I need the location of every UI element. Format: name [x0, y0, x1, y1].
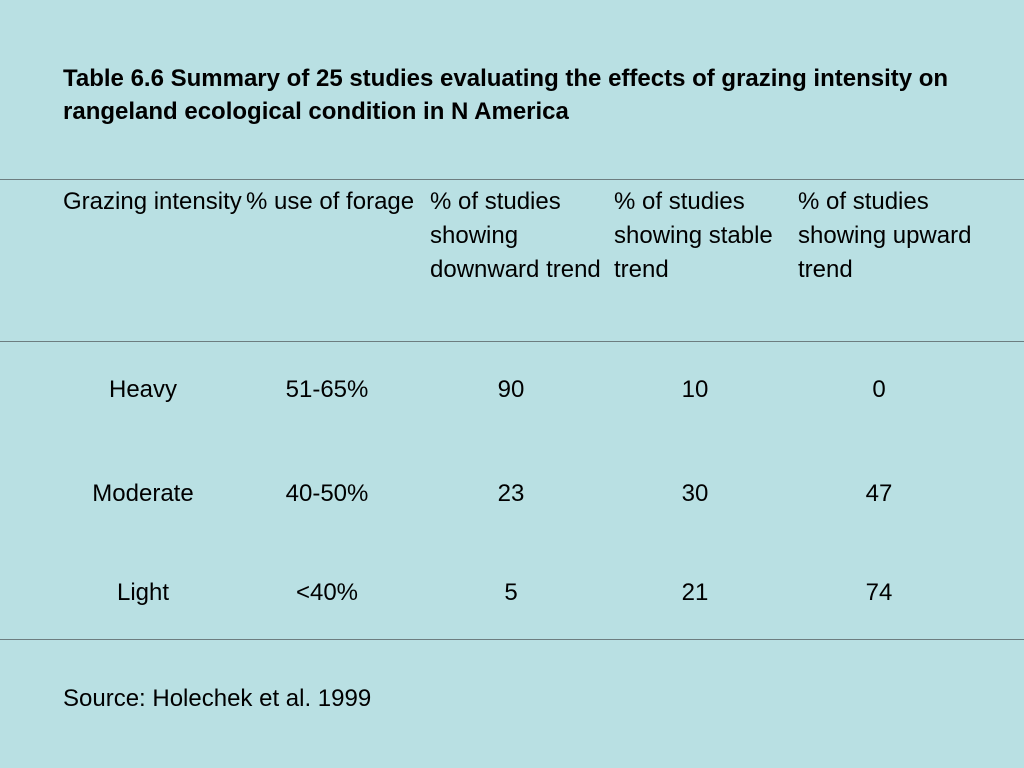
- table-cell: 74: [865, 579, 893, 606]
- table-cell: Moderate: [92, 480, 194, 507]
- table-cell: 47: [865, 480, 893, 507]
- column-header-forage-use: % use of forage: [246, 188, 415, 215]
- table-cell: <40%: [295, 579, 359, 606]
- table-cell: 5: [504, 579, 518, 606]
- table-cell: 40-50%: [285, 480, 369, 507]
- table-cell: 30: [681, 480, 709, 507]
- column-header-upward-trend: % of studies showing upward trend: [798, 188, 972, 283]
- table-row: Moderate 40-50% 23 30 47: [0, 477, 1024, 511]
- source-citation: Source: Holechek et al. 1999: [63, 685, 372, 712]
- column-header-grazing-intensity: Grazing intensity: [63, 188, 242, 215]
- table-top-rule: [0, 179, 1024, 180]
- table-cell: Light: [116, 579, 170, 606]
- table-cell: 0: [872, 376, 886, 403]
- table-cell: 10: [681, 376, 709, 403]
- column-header-downward-trend: % of studies showing downward trend: [430, 188, 601, 283]
- table-cell: 23: [497, 480, 525, 507]
- header-separator-rule: [0, 341, 1024, 342]
- table-title: Table 6.6 Summary of 25 studies evaluati…: [63, 65, 949, 125]
- table-cell: Heavy: [108, 376, 178, 403]
- table-row: Light <40% 5 21 74: [0, 576, 1024, 610]
- table-bottom-rule: [0, 639, 1024, 640]
- table-row: Heavy 51-65% 90 10 0: [0, 373, 1024, 407]
- table-cell: 51-65%: [285, 376, 369, 403]
- table-cell: 21: [681, 579, 709, 606]
- table-cell: 90: [497, 376, 525, 403]
- column-header-stable-trend: % of studies showing stable trend: [614, 188, 773, 283]
